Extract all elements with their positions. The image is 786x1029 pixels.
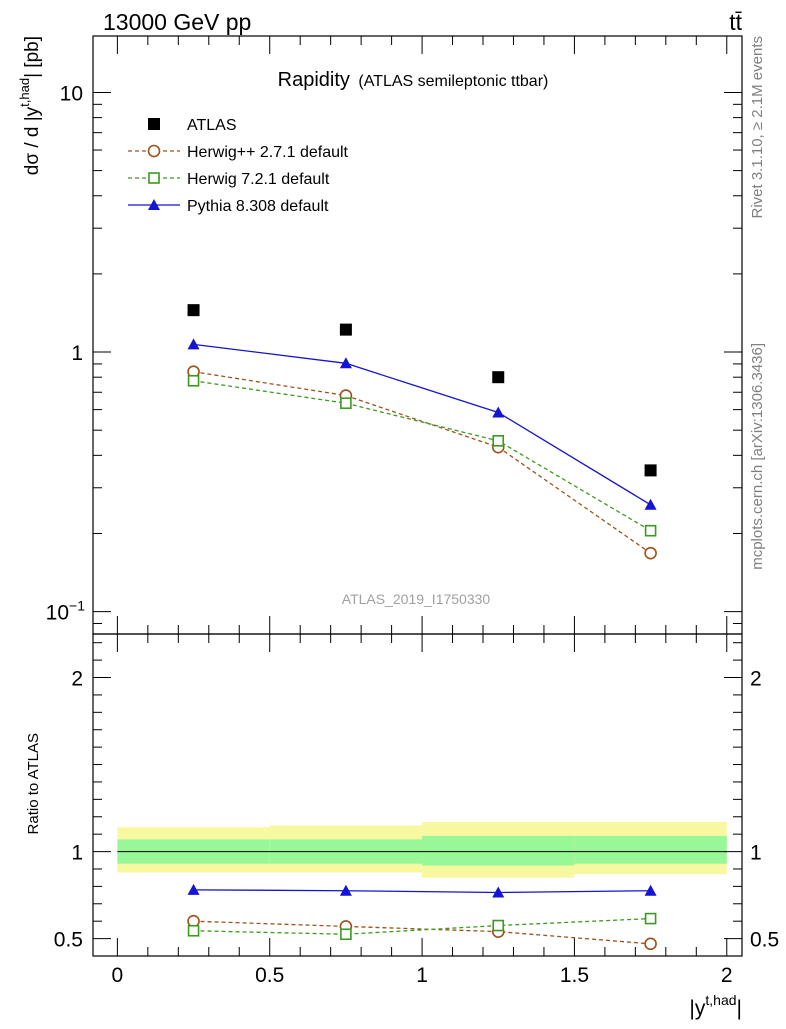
main-point-herwig-2-7-1-default [644,546,657,560]
main-point-atlas [187,304,200,317]
chart-title-main: Rapidity [278,69,350,91]
ratio-point-pythia-8-308-default [187,883,200,895]
uncertainty-band-inner [422,835,575,866]
xlabel-sup: t,had [705,992,736,1008]
main-line-herwig-7-2-1-default [193,380,651,532]
uncertainty-band-inner [574,835,727,864]
x-tick-label: 0 [112,964,124,987]
main-point-herwig-7-2-1-default [644,524,657,537]
ratio-point-pythia-8-308-default [644,884,657,896]
legend-label: Pythia 8.308 default [187,198,329,215]
x-tick-label: 1 [416,964,428,987]
ratio-y-tick-label: 1 [750,842,762,865]
chart-title: Rapidity (ATLAS semileptonic ttbar) [278,69,549,91]
main-point-pythia-8-308-default [492,406,505,418]
ratio-point-herwig-7-2-1-default [644,912,657,925]
ratio-y-tick-label: 2 [750,668,762,691]
x-tick-label: 2 [721,964,733,987]
ratio-marks [187,883,657,951]
main-point-pythia-8-308-default [644,498,657,510]
ratio-y-tick-label: 1 [71,842,83,865]
analysis-tag: ATLAS_2019_I1750330 [342,591,491,607]
main-point-pythia-8-308-default [187,338,200,350]
legend-label: Herwig++ 2.7.1 default [187,144,349,161]
ratio-axes: 0 0.5 1 1.5 2 0.5 0.5 1 1 2 2 [54,633,779,987]
main-ylabel-sup: t,had [17,78,32,107]
main-point-herwig-7-2-1-default [340,397,352,410]
ratio-y-tick-label: 0.5 [750,929,779,952]
legend-marker [147,144,161,158]
x-tick-label: 0.5 [255,964,284,987]
chart-subtitle: (ATLAS semileptonic ttbar) [358,73,548,90]
ratio-point-herwig-7-2-1-default [340,928,352,941]
main-point-herwig-7-2-1-default [492,435,505,447]
y-tick-label-base: 10 [46,602,69,625]
process-label: tt̄ [729,9,742,35]
ratio-ylabel: Ratio to ATLAS [25,733,42,834]
ratio-point-herwig-7-2-1-default [187,924,200,937]
main-point-herwig-7-2-1-default [187,374,200,387]
y-tick-label: 10 [60,82,83,105]
main-point-pythia-8-308-default [339,357,352,369]
legend-label: ATLAS [187,117,237,134]
legend-marker [148,199,160,210]
ratio-y-tick-label: 2 [71,668,83,691]
xlabel-end: | [737,997,742,1020]
main-line-pythia-8-308-default [193,343,651,506]
y-tick-label-exp: −1 [69,598,85,614]
legend: ATLAS Herwig++ 2.7.1 default Herwig 7.2.1 … [128,117,349,215]
ratio-line-herwig-2-7-1-default [193,920,651,945]
ratio-point-pythia-8-308-default [492,886,505,898]
ratio-y-tick-label: 0.5 [54,929,83,952]
ratio-point-herwig-7-2-1-default [492,919,505,932]
rivet-label: Rivet 3.1.10, ≥ 2.1M events [749,36,766,219]
main-marks [187,304,657,560]
ratio-line-herwig-7-2-1-default [193,917,651,935]
y-tick-label: 10−1 [46,598,86,625]
x-tick-label: 1.5 [560,964,589,987]
ratio-point-herwig-2-7-1-default [644,937,657,951]
source-label: mcplots.cern.ch [arXiv:1306.3436] [749,343,766,570]
xlabel: |yt,had| [689,992,742,1020]
ratio-point-pythia-8-308-default [339,884,352,896]
main-line-herwig-2-7-1-default [193,371,651,554]
legend-marker [148,118,160,130]
energy-label: 13000 GeV pp [103,9,251,35]
ratio-line-pythia-8-308-default [193,889,651,894]
legend-label: Herwig 7.2.1 default [187,171,330,188]
ratio-plot-frame [92,633,743,957]
main-ylabel-end: | [pb] [22,36,43,78]
main-point-atlas [492,371,505,384]
legend-marker [148,172,160,184]
main-point-atlas [339,323,352,336]
main-point-atlas [644,464,657,477]
ratio-bands [117,821,727,878]
xlabel-main: |y [689,997,705,1020]
y-tick-label: 1 [71,342,83,365]
main-ylabel-main: dσ / d |y [22,106,43,175]
main-ylabel: dσ / d |yt,had| [pb] [17,36,43,175]
